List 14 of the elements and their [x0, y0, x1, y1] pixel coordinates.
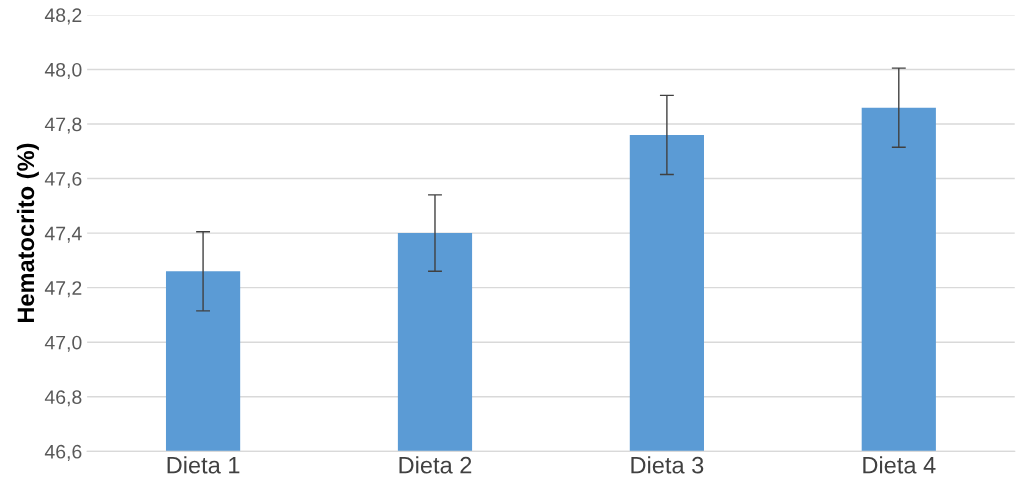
- y-tick-label: 46,8: [44, 390, 82, 407]
- y-tick-label: 47,6: [44, 172, 82, 189]
- x-tick-label: Dieta 1: [167, 456, 240, 474]
- y-tick-label: 47,8: [44, 117, 82, 134]
- y-tick-label: 47,4: [44, 226, 82, 243]
- y-tick-label: 47,2: [44, 281, 82, 298]
- y-tick-label: 47,0: [44, 335, 82, 352]
- y-tick-label: 48,0: [44, 62, 82, 79]
- x-tick-label: Dieta 4: [863, 456, 936, 474]
- y-tick-label: 46,6: [44, 444, 82, 461]
- x-tick-label: Dieta 3: [631, 456, 704, 474]
- y-tick-label: 48,2: [44, 8, 82, 25]
- y-axis-title: Hematocrito (%): [16, 143, 39, 323]
- x-tick-label: Dieta 2: [399, 456, 472, 474]
